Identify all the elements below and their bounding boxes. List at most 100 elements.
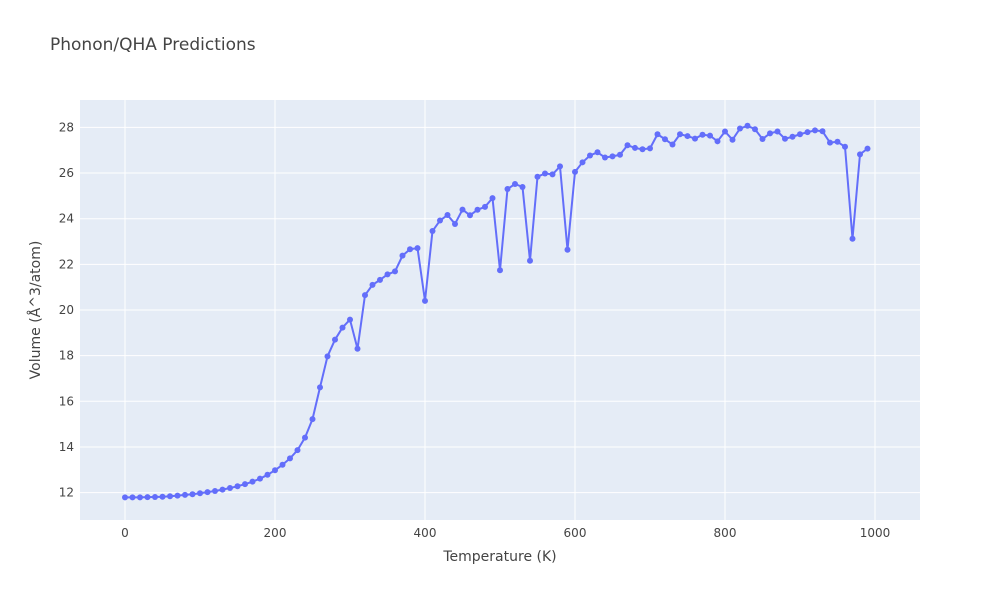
data-point [722,128,728,135]
data-point [354,345,361,352]
data-point [159,493,166,500]
data-point [309,416,316,423]
data-point [677,131,683,138]
y-tick-label: 14 [59,440,74,454]
data-point [287,455,293,462]
data-point [767,130,773,137]
series-line [125,124,869,499]
data-point [579,159,586,166]
data-point [602,154,608,161]
data-point [729,136,736,143]
data-point [369,281,376,288]
data-point [519,183,526,190]
data-point [864,145,871,152]
data-point [399,252,406,259]
data-point [654,131,661,138]
data-point [474,206,481,213]
data-point [384,271,391,278]
data-point [534,173,541,180]
y-tick-label: 26 [59,166,74,180]
data-point [414,245,421,252]
series-line-path [125,124,869,499]
data-point [684,133,691,140]
data-point [849,235,856,242]
y-tick-label: 24 [59,212,74,226]
x-tick-label: 200 [264,526,287,540]
data-point [617,151,623,158]
data-point [804,129,811,136]
data-point [572,168,578,175]
data-point [444,212,451,219]
y-tick-label: 28 [59,120,74,134]
data-point [324,353,331,360]
y-tick-label: 16 [59,394,74,408]
data-point [197,490,203,497]
data-point [437,217,443,224]
data-point [317,384,323,391]
data-point [647,145,653,152]
data-point [744,122,751,129]
grid-lines [80,100,920,520]
data-point [182,491,188,498]
data-point [482,203,488,210]
data-point [812,127,818,134]
data-point [339,324,346,331]
data-point [242,481,248,488]
x-tick-label: 1000 [860,526,891,540]
data-point [497,267,503,274]
data-point [122,494,128,501]
tick-labels: 0 200 400 600 800 1000 12 14 16 18 20 22 24 26 28 [59,120,891,540]
data-point [707,132,713,139]
data-point [624,142,631,149]
data-point [272,467,278,474]
data-point [429,228,436,235]
data-point [377,276,383,283]
data-point [834,138,841,145]
data-point [632,144,638,151]
data-point [137,494,143,501]
data-point [797,131,803,138]
y-tick-label: 20 [59,303,74,317]
data-point [699,131,706,138]
data-point [392,268,398,275]
data-point [609,153,616,160]
data-point [857,151,863,158]
data-point [152,493,158,500]
data-point [459,206,466,213]
data-point [167,493,173,500]
data-point [639,146,646,153]
data-point [527,257,533,264]
data-point [362,292,368,299]
data-point [294,447,301,454]
x-tick-label: 800 [714,526,737,540]
data-point [827,139,833,146]
data-point [564,246,571,253]
data-point [842,143,848,150]
data-point [737,125,743,132]
data-point [662,136,668,143]
data-point [212,488,218,495]
y-axis-title: Volume (Å^3/atom) [27,241,44,380]
x-tick-label: 0 [121,526,129,540]
data-point [542,170,548,177]
data-point [189,491,196,498]
data-point [789,133,796,140]
data-point [587,152,593,159]
chart-title: Phonon/QHA Predictions [50,35,256,55]
data-point [452,220,458,227]
data-point [422,297,428,304]
data-point [512,181,518,187]
data-point [594,149,601,156]
data-point [407,246,413,253]
data-point [227,485,233,492]
y-tick-label: 18 [59,349,74,363]
data-point [204,489,211,496]
data-point [774,128,781,135]
data-point [489,195,496,202]
data-point [234,483,241,490]
x-axis-title: Temperature (K) [442,549,556,565]
data-point [332,336,338,343]
data-point [249,478,256,485]
data-point [219,486,226,493]
